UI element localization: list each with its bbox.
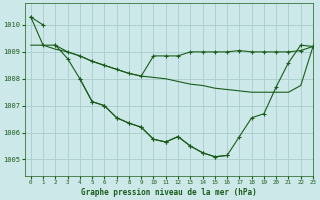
X-axis label: Graphe pression niveau de la mer (hPa): Graphe pression niveau de la mer (hPa) (81, 188, 257, 197)
